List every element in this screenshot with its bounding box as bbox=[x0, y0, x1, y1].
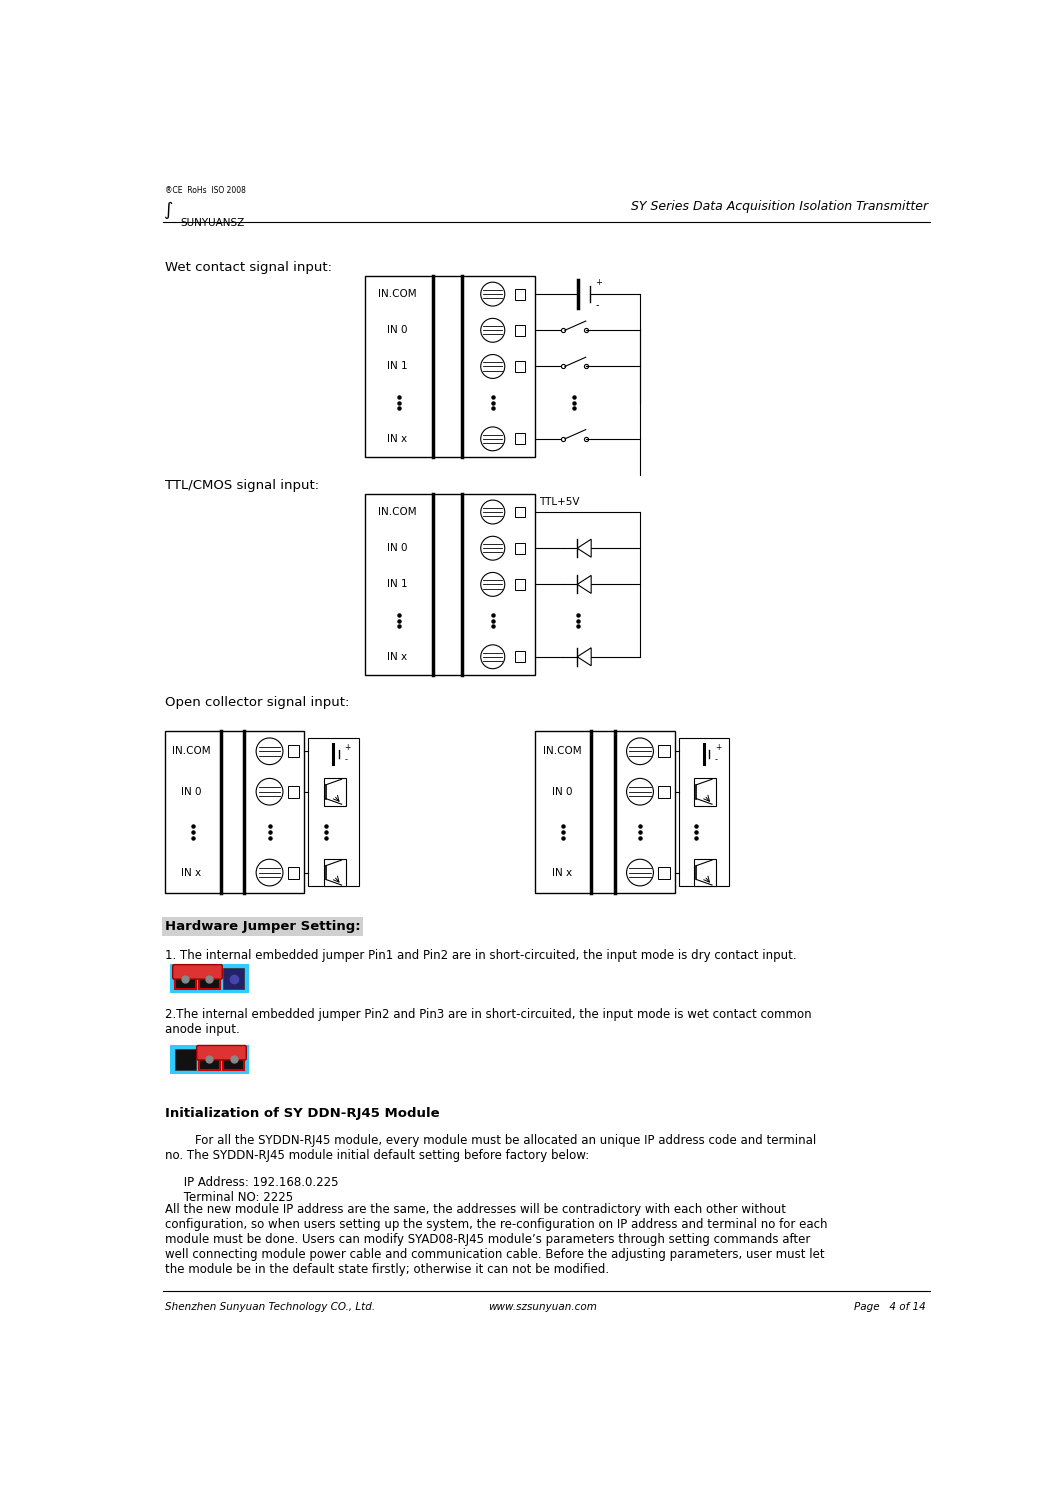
Text: Initialization of SY DDN-RJ45 Module: Initialization of SY DDN-RJ45 Module bbox=[165, 1107, 439, 1121]
Bar bbox=[694, 858, 717, 887]
Bar bbox=[175, 968, 196, 989]
Text: IN 0: IN 0 bbox=[387, 325, 408, 336]
Text: Shenzhen Sunyuan Technology CO., Ltd.: Shenzhen Sunyuan Technology CO., Ltd. bbox=[165, 1302, 375, 1312]
Text: IN 0: IN 0 bbox=[552, 786, 572, 797]
Circle shape bbox=[256, 779, 283, 804]
Bar bbox=[536, 731, 675, 893]
Text: IN x: IN x bbox=[388, 652, 408, 662]
Polygon shape bbox=[577, 575, 591, 593]
Bar bbox=[694, 777, 717, 806]
Circle shape bbox=[481, 427, 505, 451]
Text: IN 1: IN 1 bbox=[387, 580, 408, 589]
Text: +: + bbox=[595, 277, 602, 286]
Bar bbox=[365, 276, 536, 457]
Text: 1. The internal embedded jumper Pin1 and Pin2 are in short-circuited, the input : 1. The internal embedded jumper Pin1 and… bbox=[165, 950, 796, 962]
Text: IP Address: 192.168.0.225
     Terminal NO: 2225: IP Address: 192.168.0.225 Terminal NO: 2… bbox=[165, 1176, 339, 1204]
Bar bbox=[658, 866, 669, 879]
Bar bbox=[288, 866, 299, 879]
Circle shape bbox=[256, 860, 283, 885]
Circle shape bbox=[481, 500, 505, 524]
Bar bbox=[223, 968, 244, 989]
Text: -: - bbox=[595, 300, 598, 310]
Bar bbox=[308, 737, 359, 887]
Bar bbox=[288, 745, 299, 758]
Text: ®CΕ  RoHs  ISO 2008: ®CΕ RoHs ISO 2008 bbox=[165, 186, 246, 195]
Text: IN.COM: IN.COM bbox=[378, 506, 416, 517]
Text: SUNYUANSZ: SUNYUANSZ bbox=[180, 219, 245, 228]
Text: IN x: IN x bbox=[181, 867, 201, 878]
Text: IN 0: IN 0 bbox=[387, 544, 408, 553]
Bar bbox=[658, 785, 669, 798]
Text: IN.COM: IN.COM bbox=[378, 289, 416, 300]
Text: ∫: ∫ bbox=[163, 201, 173, 219]
Text: Hardware Jumper Setting:: Hardware Jumper Setting: bbox=[165, 920, 360, 933]
Circle shape bbox=[481, 644, 505, 668]
Text: SY Series Data Acquisition Isolation Transmitter: SY Series Data Acquisition Isolation Tra… bbox=[631, 201, 929, 213]
Bar bbox=[515, 289, 525, 300]
Bar bbox=[365, 494, 536, 676]
Bar bbox=[515, 361, 525, 372]
Bar bbox=[288, 785, 299, 798]
Bar bbox=[199, 1049, 220, 1070]
Text: IN x: IN x bbox=[388, 434, 408, 443]
FancyBboxPatch shape bbox=[197, 1046, 247, 1061]
Circle shape bbox=[627, 860, 653, 885]
Text: TTL/CMOS signal input:: TTL/CMOS signal input: bbox=[165, 478, 319, 491]
Circle shape bbox=[481, 282, 505, 306]
Bar bbox=[324, 777, 346, 806]
Bar bbox=[199, 968, 220, 989]
Circle shape bbox=[256, 739, 283, 764]
Bar bbox=[515, 506, 525, 517]
Bar bbox=[515, 652, 525, 662]
Text: www.szsunyuan.com: www.szsunyuan.com bbox=[488, 1302, 597, 1312]
Bar bbox=[515, 578, 525, 590]
Circle shape bbox=[481, 355, 505, 379]
Text: All the new module IP address are the same, the addresses will be contradictory : All the new module IP address are the sa… bbox=[165, 1203, 827, 1276]
Circle shape bbox=[481, 319, 505, 342]
Bar bbox=[223, 1049, 244, 1070]
Text: For all the SYDDN-RJ45 module, every module must be allocated an unique IP addre: For all the SYDDN-RJ45 module, every mod… bbox=[165, 1134, 816, 1162]
Circle shape bbox=[481, 572, 505, 596]
Bar bbox=[175, 1049, 196, 1070]
Text: +: + bbox=[344, 743, 351, 752]
Text: -: - bbox=[715, 755, 718, 764]
Text: -: - bbox=[344, 755, 347, 764]
Bar bbox=[515, 542, 525, 554]
Text: +: + bbox=[715, 743, 721, 752]
Text: TTL+5V: TTL+5V bbox=[539, 497, 579, 508]
Text: IN 0: IN 0 bbox=[181, 786, 201, 797]
Text: IN.COM: IN.COM bbox=[173, 746, 211, 756]
Polygon shape bbox=[577, 539, 591, 557]
Bar bbox=[170, 965, 249, 993]
Bar bbox=[658, 745, 669, 758]
Text: Open collector signal input:: Open collector signal input: bbox=[165, 697, 349, 710]
Text: Wet contact signal input:: Wet contact signal input: bbox=[165, 261, 331, 274]
Polygon shape bbox=[577, 647, 591, 665]
Circle shape bbox=[627, 739, 653, 764]
Bar bbox=[324, 858, 346, 887]
FancyBboxPatch shape bbox=[173, 965, 222, 980]
Text: Page   4 of 14: Page 4 of 14 bbox=[855, 1302, 926, 1312]
Circle shape bbox=[627, 779, 653, 804]
Text: 2.The internal embedded jumper Pin2 and Pin3 are in short-circuited, the input m: 2.The internal embedded jumper Pin2 and … bbox=[165, 1008, 811, 1037]
Circle shape bbox=[481, 536, 505, 560]
Bar bbox=[170, 1046, 249, 1074]
Text: IN 1: IN 1 bbox=[387, 361, 408, 372]
Text: IN.COM: IN.COM bbox=[542, 746, 581, 756]
Bar bbox=[679, 737, 730, 887]
Text: IN x: IN x bbox=[552, 867, 572, 878]
Bar bbox=[515, 433, 525, 445]
Bar bbox=[515, 325, 525, 336]
Bar bbox=[165, 731, 304, 893]
